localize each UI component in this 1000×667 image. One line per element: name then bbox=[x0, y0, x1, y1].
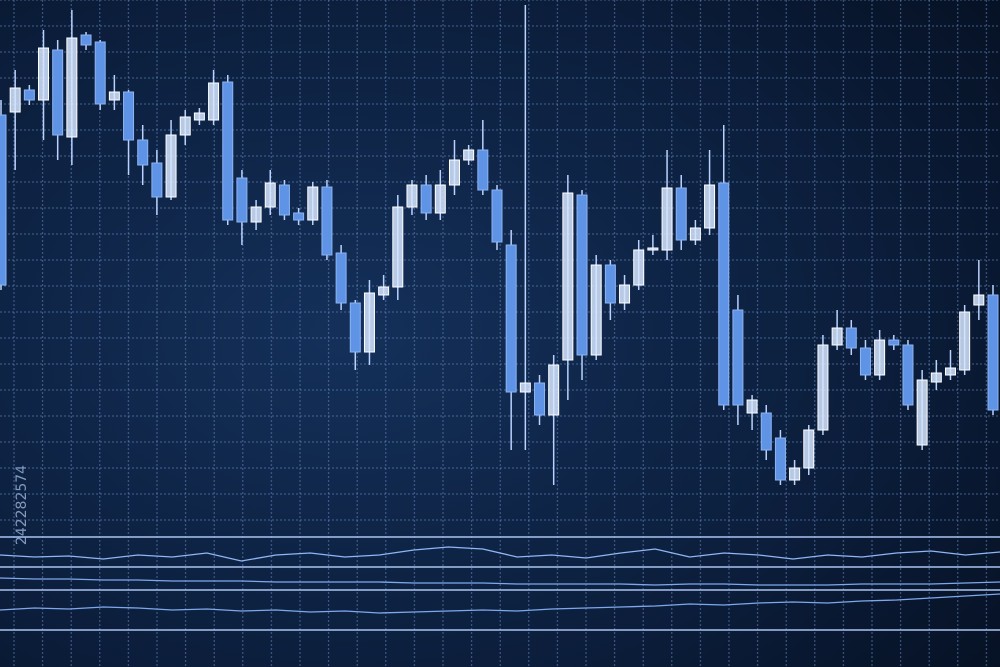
candle-body bbox=[959, 311, 971, 371]
candle-body bbox=[704, 184, 716, 229]
indicator-line bbox=[0, 577, 1000, 586]
candle-body bbox=[973, 294, 985, 306]
candle-body bbox=[930, 372, 942, 383]
candle-body bbox=[633, 249, 645, 286]
candle-body bbox=[562, 192, 574, 361]
panel-separators bbox=[0, 536, 1000, 631]
candle-body bbox=[137, 139, 149, 166]
candle-body bbox=[349, 302, 361, 353]
candle-body bbox=[817, 344, 829, 431]
candle-body bbox=[250, 206, 262, 223]
candle-body bbox=[859, 347, 871, 376]
candle-body bbox=[363, 292, 375, 353]
candle-body bbox=[264, 182, 276, 208]
candle-body bbox=[944, 367, 956, 376]
candle-body bbox=[179, 116, 191, 136]
candle-body bbox=[222, 81, 234, 221]
candle-body bbox=[193, 112, 205, 121]
candle-body bbox=[307, 186, 319, 221]
candle-body bbox=[66, 37, 78, 138]
candle-body bbox=[505, 244, 517, 393]
candle-body bbox=[236, 177, 248, 223]
candle-body bbox=[448, 159, 460, 186]
candle-body bbox=[151, 162, 163, 198]
candle-body bbox=[0, 114, 7, 286]
candle-body bbox=[746, 399, 758, 414]
indicator-line bbox=[0, 546, 1000, 562]
candle-body bbox=[689, 227, 701, 241]
candle-body bbox=[831, 327, 843, 346]
candle-body bbox=[576, 194, 588, 356]
candle-body bbox=[208, 82, 220, 121]
candle-body bbox=[718, 182, 730, 406]
candle-body bbox=[732, 309, 744, 406]
candle-body bbox=[321, 186, 333, 256]
candle-body bbox=[803, 429, 815, 469]
candle-body bbox=[675, 187, 687, 241]
candle-body bbox=[902, 344, 914, 406]
candle-body bbox=[888, 339, 900, 346]
candle-body bbox=[760, 412, 772, 451]
candle-body bbox=[491, 189, 503, 243]
candle-body bbox=[23, 89, 35, 101]
candle-body bbox=[9, 87, 21, 113]
candle-body bbox=[477, 149, 489, 191]
candle-body bbox=[335, 252, 347, 304]
indicator-line bbox=[0, 593, 1000, 614]
candle-body bbox=[108, 91, 120, 101]
candle-body bbox=[604, 264, 616, 304]
candle-body bbox=[94, 41, 106, 105]
candle-body bbox=[165, 134, 177, 198]
candle-body bbox=[845, 327, 857, 349]
candle-body bbox=[774, 437, 786, 481]
candle-body bbox=[38, 47, 50, 101]
candle-body bbox=[293, 212, 305, 221]
candle-body bbox=[916, 379, 928, 446]
candle-body bbox=[463, 149, 475, 161]
candle-body bbox=[378, 286, 390, 296]
candle-body bbox=[52, 49, 64, 136]
candle-body bbox=[392, 206, 404, 288]
candle-body bbox=[789, 467, 801, 481]
candle-body bbox=[434, 184, 446, 214]
candle-body bbox=[647, 247, 659, 251]
candle-body bbox=[619, 284, 631, 304]
candle-body bbox=[80, 34, 92, 46]
candle-body bbox=[534, 382, 546, 416]
candle-body bbox=[123, 91, 135, 141]
candle-body bbox=[278, 184, 290, 216]
candle-body bbox=[548, 364, 560, 416]
candle-body bbox=[661, 187, 673, 251]
candle-body bbox=[590, 264, 602, 356]
candle-body bbox=[519, 382, 531, 393]
candle-body bbox=[987, 294, 999, 411]
candle-body bbox=[420, 184, 432, 214]
candle-body bbox=[874, 339, 886, 376]
watermark: 242282574 bbox=[14, 465, 30, 545]
candle-body bbox=[406, 184, 418, 208]
